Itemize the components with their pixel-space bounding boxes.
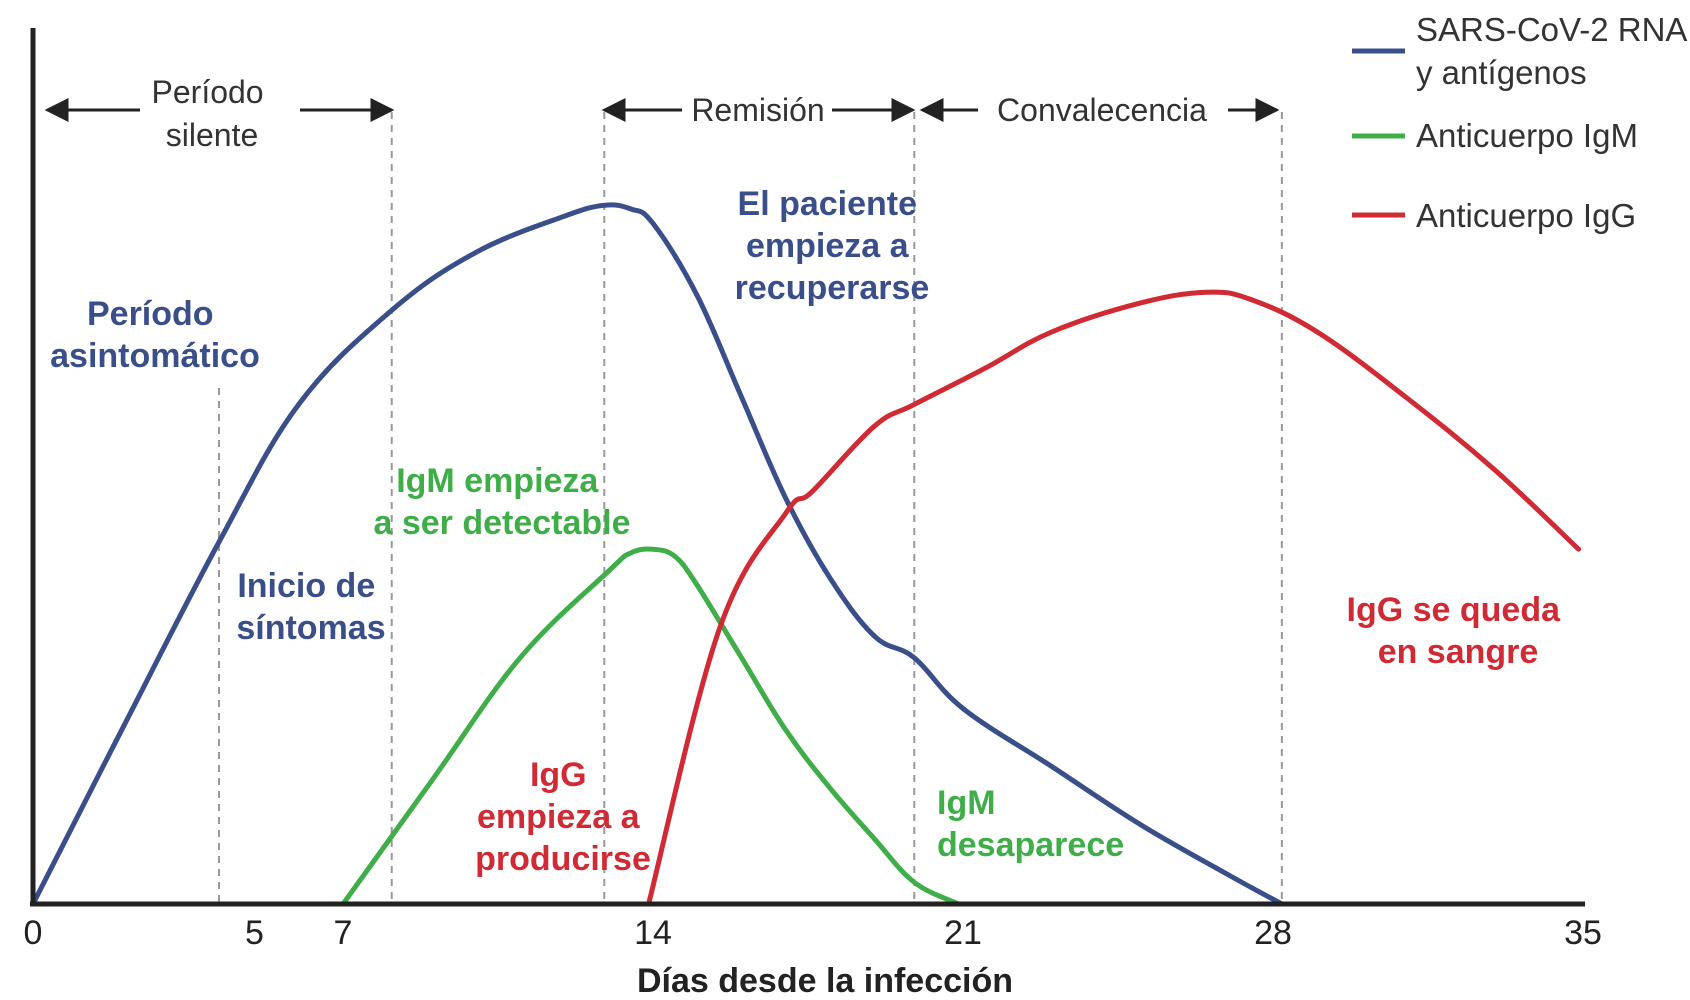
x-tick-label: 21 <box>944 914 982 952</box>
annotation-inicio-sintomas: Inicio de síntomas <box>236 567 385 647</box>
x-tick-labels: 0 5 7 14 21 28 35 <box>24 914 1602 952</box>
annotation-recuperarse: El paciente empieza a recuperarse <box>735 185 930 307</box>
annotation-asintomatico: Período asintomático <box>50 295 260 375</box>
annotation-igm-detectable: IgM empieza a ser detectable <box>373 462 630 542</box>
x-tick-label: 0 <box>24 914 43 952</box>
series-line-rna <box>30 202 1285 907</box>
x-tick-label: 28 <box>1254 914 1292 952</box>
label-periodo-silente: Período silente <box>152 74 273 153</box>
label-remision: Remisión <box>691 92 824 128</box>
x-tick-label: 35 <box>1564 914 1602 952</box>
x-tick-label: 14 <box>634 914 672 952</box>
label-convalecencia: Convalecencia <box>997 92 1207 128</box>
annotation-igg-producirse: IgG empieza a producirse <box>475 756 651 878</box>
annotation-igg-sangre: IgG se queda en sangre <box>1347 591 1570 671</box>
legend-label-rna: SARS-CoV-2 RNA y antígenos <box>1416 11 1690 91</box>
legend-label-igm: Anticuerpo IgM <box>1416 117 1638 154</box>
annotation-igm-desaparece: IgM desaparece <box>937 784 1124 864</box>
legend-label-igg: Anticuerpo IgG <box>1416 197 1636 234</box>
x-tick-label: 7 <box>334 914 353 952</box>
legend: SARS-CoV-2 RNA y antígenos Anticuerpo Ig… <box>1352 11 1690 234</box>
series-layer <box>30 202 1582 907</box>
x-tick-label: 5 <box>245 914 264 952</box>
series-line-igm <box>340 546 962 907</box>
guide-lines <box>218 112 1283 904</box>
series-line-igg <box>646 289 1582 907</box>
x-axis-label: Días desde la infección <box>637 962 1013 1000</box>
